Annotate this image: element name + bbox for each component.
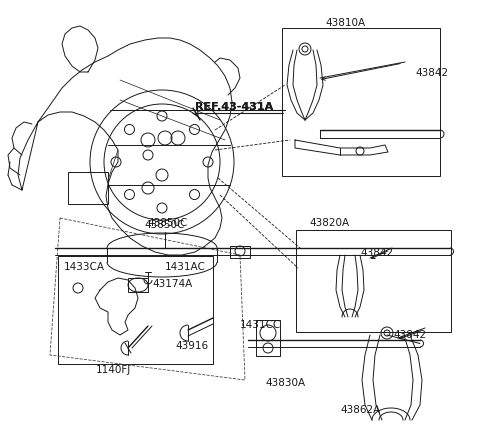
Text: 43830A: 43830A <box>265 378 305 388</box>
Bar <box>128 278 148 292</box>
Text: 43916: 43916 <box>175 341 208 351</box>
Bar <box>58 256 213 364</box>
Bar <box>230 246 250 258</box>
Text: 43842: 43842 <box>415 68 448 78</box>
Text: 43850C: 43850C <box>148 218 188 228</box>
Text: 43842: 43842 <box>360 248 393 258</box>
Text: REF.43-431A: REF.43-431A <box>195 102 273 112</box>
Text: 1431CC: 1431CC <box>240 320 281 330</box>
Bar <box>296 230 451 332</box>
Text: 43820A: 43820A <box>310 218 350 228</box>
Text: 1431AC: 1431AC <box>165 262 206 272</box>
Bar <box>256 320 280 356</box>
Bar <box>68 172 108 204</box>
Text: 43862A: 43862A <box>340 405 380 415</box>
Text: 1140FJ: 1140FJ <box>96 365 131 375</box>
Text: 43810A: 43810A <box>325 18 365 28</box>
Text: 43842: 43842 <box>393 330 426 340</box>
Text: 43850C: 43850C <box>145 220 185 230</box>
Text: 43174A: 43174A <box>152 279 192 289</box>
Text: REF.43-431A: REF.43-431A <box>195 102 273 112</box>
Bar <box>282 28 440 176</box>
Text: 1433CA: 1433CA <box>64 262 105 272</box>
